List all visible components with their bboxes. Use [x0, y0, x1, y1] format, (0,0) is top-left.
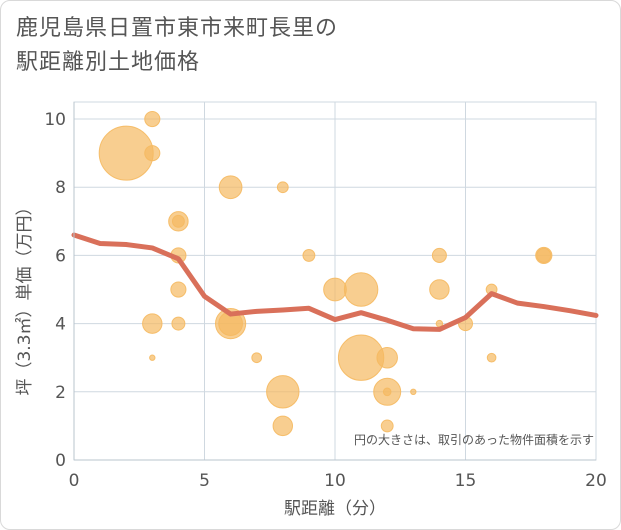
bubble	[302, 248, 316, 262]
x-tick-label: 5	[199, 471, 210, 491]
y-tick-label: 6	[55, 246, 66, 266]
trend-series	[71, 232, 599, 332]
bubble	[323, 277, 347, 302]
bubble	[536, 247, 552, 263]
y-axis-label: 坪（3.3㎡）単価（万円）	[15, 198, 35, 395]
bubble	[410, 388, 417, 396]
bubble	[218, 175, 243, 200]
y-tick-label: 0	[55, 451, 66, 471]
y-tick-label: 2	[55, 383, 66, 403]
bubble	[171, 316, 186, 331]
bubble	[431, 247, 447, 263]
bubble	[142, 313, 163, 334]
x-tick-label: 10	[324, 471, 346, 491]
bubble	[343, 272, 379, 307]
size-annotation: 円の大きさは、取引のあった物件面積を示す	[354, 432, 594, 447]
y-tick-label: 10	[44, 110, 66, 130]
bubble	[144, 110, 161, 128]
chart-title-line-1: 鹿児島県日置市東市来町長里の	[16, 16, 339, 41]
bubble	[149, 354, 156, 361]
x-axis-label: 駅距離（分）	[284, 499, 386, 519]
trend-line	[71, 232, 599, 332]
x-tick-label: 15	[455, 471, 477, 491]
bubble	[276, 181, 289, 194]
bubble	[251, 352, 263, 364]
x-tick-label: 20	[585, 471, 607, 491]
x-tick-label: 0	[69, 471, 80, 491]
axes: 0 5 10 15 20 0 2 4 6 8 10	[44, 102, 607, 491]
bubble	[382, 387, 392, 397]
bubble	[144, 145, 161, 162]
y-tick-label: 8	[55, 178, 66, 198]
bubble	[170, 281, 187, 298]
bubble	[486, 352, 497, 363]
bubble	[380, 419, 394, 433]
chart-title-line-2: 駅距離別土地価格	[16, 50, 201, 75]
bubble-series	[98, 110, 553, 437]
bubble	[376, 346, 398, 369]
bubble	[429, 279, 450, 300]
bubble	[171, 214, 185, 228]
chart-title: 鹿児島県日置市東市来町長里の 駅距離別土地価格	[16, 12, 338, 80]
bubble	[272, 415, 294, 437]
y-tick-label: 4	[55, 315, 66, 335]
bubble	[266, 375, 300, 409]
